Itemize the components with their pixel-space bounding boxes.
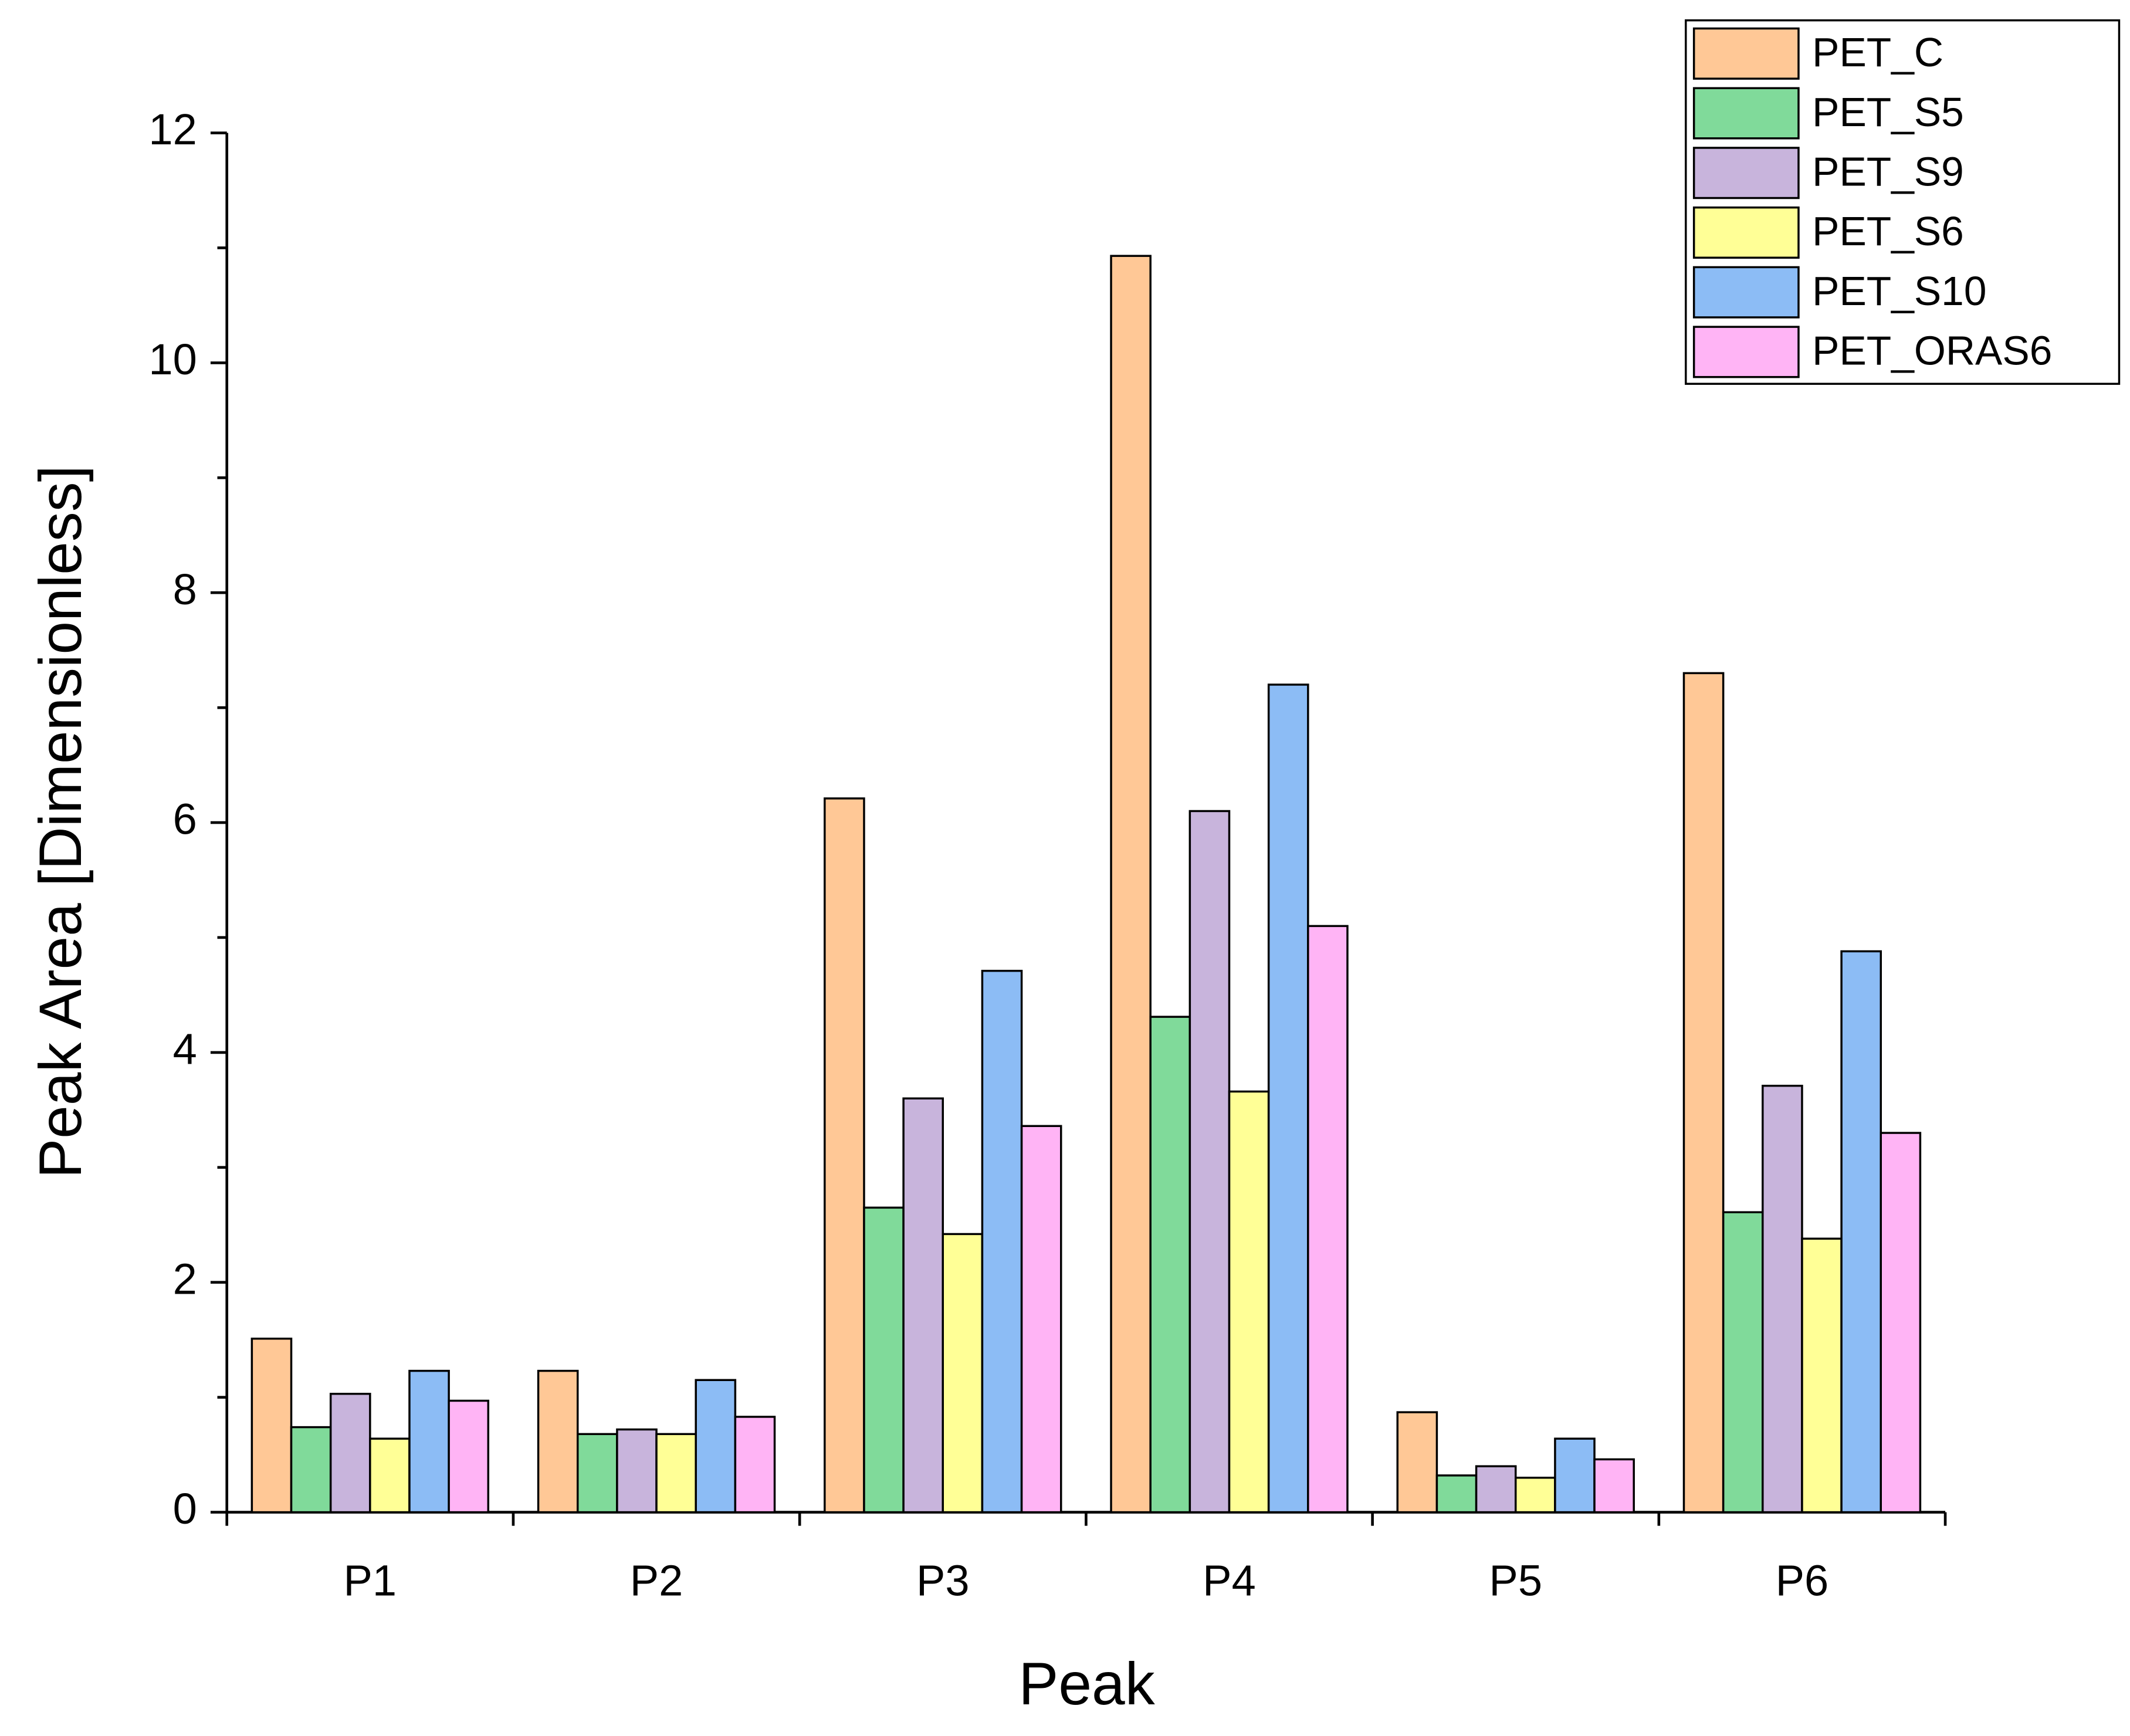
bar: [1188, 810, 1231, 1514]
legend-swatch: [1692, 206, 1800, 259]
bar: [1267, 683, 1309, 1514]
bar: [329, 1393, 371, 1514]
legend-swatch: [1692, 27, 1800, 80]
y-tick-label: 4: [173, 1024, 197, 1073]
bar: [981, 970, 1023, 1514]
bar: [1593, 1458, 1635, 1514]
bar: [734, 1416, 776, 1514]
y-axis-title: Peak Area [Dimensionless]: [27, 465, 94, 1178]
bar: [695, 1379, 737, 1514]
x-axis-title: Peak: [1018, 1650, 1155, 1717]
bar: [942, 1233, 984, 1514]
x-tick-label: P2: [630, 1556, 683, 1605]
bar: [1762, 1084, 1803, 1514]
bar: [290, 1426, 332, 1514]
bar: [655, 1433, 697, 1514]
bar: [250, 1337, 293, 1514]
bar: [1514, 1477, 1556, 1514]
bar: [1880, 1132, 1922, 1514]
bar: [902, 1097, 944, 1514]
legend-label: PET_S6: [1812, 208, 1964, 254]
y-tick-label: 6: [173, 795, 197, 844]
bar: [369, 1437, 411, 1514]
bar: [1110, 255, 1152, 1514]
x-tick-label: P4: [1203, 1556, 1256, 1605]
legend-swatch: [1692, 147, 1800, 199]
bar: [1554, 1437, 1596, 1514]
bar: [1228, 1090, 1270, 1514]
y-tick-label: 0: [173, 1484, 197, 1533]
legend: [1685, 19, 2121, 385]
bar: [577, 1433, 618, 1514]
bar: [1307, 925, 1349, 1514]
legend-label: PET_S10: [1812, 268, 1986, 314]
bar: [824, 797, 865, 1514]
bar: [1020, 1125, 1062, 1514]
bar: [1475, 1465, 1517, 1514]
y-tick-label: 12: [148, 105, 197, 154]
bar: [1149, 1016, 1191, 1514]
bar: [448, 1399, 490, 1514]
x-tick-label: P6: [1776, 1556, 1829, 1605]
legend-label: PET_C: [1812, 29, 1943, 75]
x-tick-label: P5: [1489, 1556, 1542, 1605]
legend-label: PET_S5: [1812, 89, 1964, 135]
bar: [1840, 950, 1882, 1514]
legend-label: PET_ORAS6: [1812, 328, 2052, 374]
x-tick-label: P1: [344, 1556, 397, 1605]
x-tick-label: P3: [916, 1556, 970, 1605]
y-tick-label: 8: [173, 565, 197, 614]
bar: [616, 1428, 658, 1514]
bar: [1801, 1237, 1843, 1514]
bar: [1722, 1211, 1764, 1514]
bar: [1396, 1411, 1438, 1514]
bar: [408, 1369, 450, 1514]
y-tick-label: 2: [173, 1254, 197, 1303]
legend-swatch: [1692, 326, 1800, 378]
legend-label: PET_S9: [1812, 149, 1964, 195]
y-tick-label: 10: [148, 335, 197, 384]
bar: [1682, 672, 1725, 1514]
legend-swatch: [1692, 266, 1800, 319]
legend-swatch: [1692, 87, 1800, 140]
bar: [863, 1206, 905, 1514]
bar: [537, 1369, 579, 1514]
bar: [1435, 1474, 1478, 1514]
